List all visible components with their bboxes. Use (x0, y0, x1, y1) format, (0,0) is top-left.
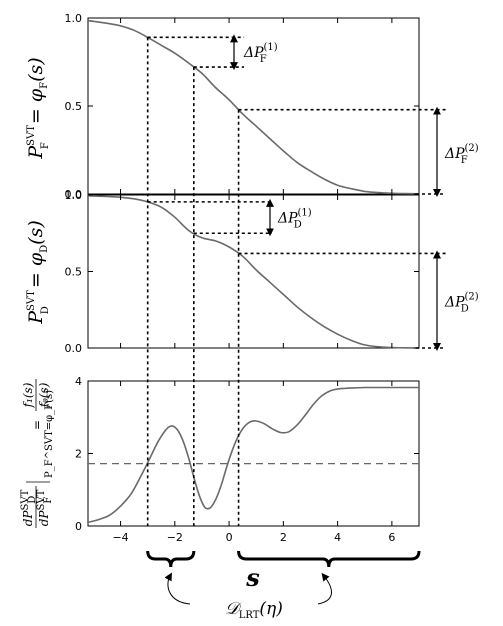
y-axis-label-mid: PSVT D = φD(s) (25, 220, 51, 325)
annotation-delta-pd1: ΔP(1) D (277, 208, 312, 231)
x-axis-label: s (245, 563, 260, 592)
y-axis-label-top: PSVT F = φF(s) (25, 57, 51, 159)
y-label-frac-num: f₁(s) (21, 382, 35, 408)
plot-frame-mid (87, 194, 420, 349)
x-tick-label: −4 (112, 531, 128, 544)
panel-bottom: 0 2 4 −4 −2 0 2 4 6 f₁(s) f₀(s) = dPSVTD dPSVTF… (20, 18, 420, 544)
y-label-derivative: dPSVTD dPSVTF P_F^SVT=φ_F(s) (20, 390, 55, 528)
y-ticks-bottom: 0 2 4 (75, 375, 419, 533)
x-ticks-bottom: −4 −2 0 2 4 6 (112, 18, 395, 544)
x-tick-label: 6 (388, 531, 395, 544)
y-axis-label-bottom: f₁(s) f₀(s) = dPSVTD dPSVTF P_F^SVT=φ_F(… (20, 379, 55, 528)
y-label-deriv-num: dPSVTD (20, 489, 38, 526)
brace-right (237, 550, 421, 568)
y-label-eq: = (30, 420, 44, 430)
x-tick-label: 0 (226, 531, 233, 544)
y-tick-label: 2 (75, 448, 82, 461)
annotation-delta-pf2: ΔP(2) F (444, 143, 479, 166)
x-tick-label: 2 (280, 531, 287, 544)
y-tick-label: 0.5 (65, 100, 83, 113)
x-tick-label: −2 (167, 531, 183, 544)
x-tick-label: 4 (334, 531, 341, 544)
panel-mid: 0.0 0.5 1.0 PSVT D = φD(s) (25, 189, 420, 355)
y-tick-label: 0.0 (65, 188, 83, 201)
annotation-delta-pf1: ΔP(1) F (243, 42, 278, 65)
curve-phi-d (87, 195, 420, 349)
y-label-eval: P_F^SVT=φ_F(s) (44, 390, 55, 478)
braces (146, 550, 421, 568)
panel-top: 0.0 0.5 1.0 PSVT F = φF(s) (25, 12, 420, 201)
y-tick-label: 0 (75, 520, 82, 533)
y-label-deriv-den: dPSVTF (36, 489, 54, 526)
arrow-to-right-brace (317, 572, 332, 605)
plot-frame-bottom (87, 380, 420, 527)
guide-lines (146, 36, 446, 526)
lrt-region-label: 𝒟LRT(η) (225, 599, 283, 621)
y-ticks-top: 0.0 0.5 1.0 (65, 12, 419, 201)
y-tick-label: 1.0 (65, 12, 83, 25)
y-label-fraction: f₁(s) f₀(s) = (21, 379, 51, 430)
y-tick-label: 4 (75, 375, 82, 388)
brace-left (146, 550, 196, 568)
y-tick-label: 0.0 (65, 342, 83, 355)
y-ticks-mid: 0.0 0.5 1.0 (65, 189, 419, 355)
arrow-to-left-brace (164, 572, 191, 605)
annotation-delta-pd2: ΔP(2) D (444, 292, 479, 315)
annotations: ΔP(1) F ΔP(2) F ΔP(1) D ΔP(2) D (230, 34, 479, 351)
y-tick-label: 1.0 (65, 189, 83, 202)
y-tick-label: 0.5 (65, 266, 83, 279)
y-label-frac-den: f₀(s) (37, 382, 51, 408)
curve-likelihood-ratio (87, 386, 419, 524)
